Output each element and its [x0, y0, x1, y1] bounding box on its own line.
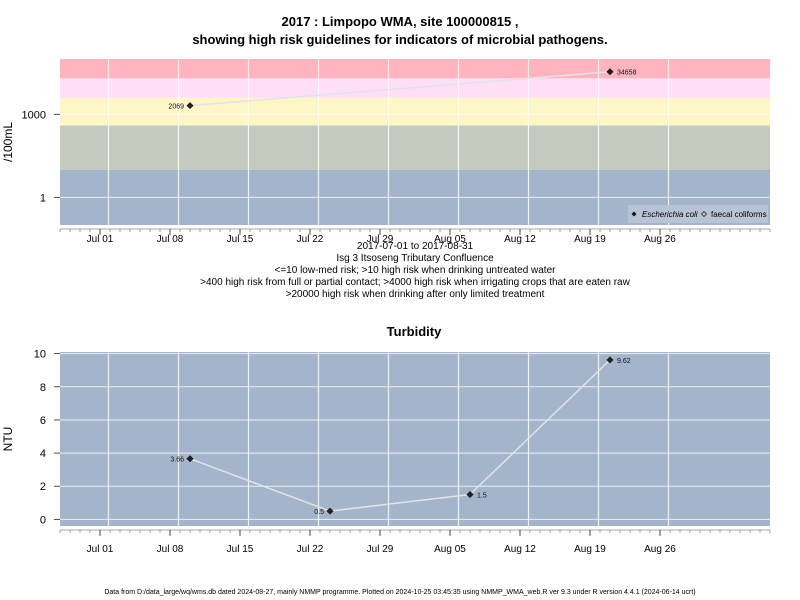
chart-title-line-2: showing high risk guidelines for indicat… — [192, 32, 608, 47]
legend-label-faecal-coliforms: faecal coliforms — [711, 210, 767, 219]
series-line — [189, 70, 611, 107]
x-tick-label: Aug 12 — [504, 544, 536, 555]
x-tick-label: Jul 01 — [87, 544, 114, 555]
x-tick-label: Aug 26 — [644, 234, 676, 245]
series-line — [189, 359, 611, 512]
x-tick-label: Aug 26 — [644, 544, 676, 555]
x-tick-label: Jul 08 — [157, 544, 184, 555]
caption-guideline-drinking: <=10 low-med risk; >10 high risk when dr… — [274, 265, 556, 276]
x-tick-label: Jul 29 — [367, 234, 394, 245]
x-tick-label: Jul 15 — [227, 544, 254, 555]
x-tick-label: Jul 22 — [297, 234, 324, 245]
y-tick-label: 8 — [40, 382, 46, 394]
data-point — [466, 490, 474, 499]
x-tick-label: Jul 29 — [367, 544, 394, 555]
y-tick-label: 0 — [40, 514, 46, 526]
y-tick-label: 1 — [40, 192, 46, 204]
ecoli-chart: Jul 01 Jul 08 Jul 15 Jul 22 Jul 29 Aug 05 Aug … — [1, 59, 771, 245]
x-tick-label: Aug 05 — [434, 234, 466, 245]
plot-background — [60, 352, 770, 526]
x-tick-label: Jul 01 — [87, 234, 114, 245]
y-tick-label: 2 — [40, 481, 46, 493]
chart-title-line-1: 2017 : Limpopo WMA, site 100000815 , — [281, 14, 519, 29]
caption-date-range: 2017-07-01 to 2017-08-31 — [356, 241, 474, 252]
x-tick-label: Aug 19 — [574, 234, 606, 245]
legend-box — [628, 205, 768, 223]
y-tick-label: 1000 — [22, 109, 46, 121]
x-tick-label: Jul 22 — [297, 544, 324, 555]
x-tick-label: Aug 19 — [574, 544, 606, 555]
y-axis-label: /100mL — [1, 122, 15, 162]
data-label: 2069 — [168, 104, 184, 111]
legend-marker-ecoli — [631, 211, 637, 217]
legend-marker-faecal-coliforms — [701, 211, 707, 217]
data-point — [326, 507, 334, 515]
y-tick-label: 10 — [34, 349, 46, 361]
caption-guideline-treatment: >20000 high risk when drinking after onl… — [285, 289, 545, 300]
caption-site-name: Isg 3 Itsoseng Tributary Confluence — [336, 253, 494, 264]
y-tick-label: 6 — [40, 415, 46, 427]
legend-label-ecoli: Escherichia coli — [642, 210, 698, 219]
footer-provenance: Data from D:/data_large/wq/wms.db dated … — [104, 589, 696, 596]
x-tick-label: Jul 08 — [157, 234, 184, 245]
data-point — [186, 102, 194, 110]
data-point — [606, 68, 614, 76]
data-label: 0.5 — [314, 509, 324, 516]
x-tick-label: Jul 15 — [227, 234, 254, 245]
data-label: 3.66 — [170, 457, 184, 464]
panel-title: Turbidity — [387, 324, 442, 339]
y-tick-label: 4 — [40, 448, 46, 460]
data-label: 9.62 — [617, 358, 631, 365]
data-label: 1.5 — [477, 493, 487, 500]
x-tick-label: Aug 05 — [434, 544, 466, 555]
data-label: 34658 — [617, 70, 637, 77]
caption-guideline-contact: >400 high risk from full or partial cont… — [200, 277, 630, 288]
data-point — [186, 455, 194, 463]
y-axis-label: NTU — [1, 427, 15, 452]
data-point — [606, 356, 614, 364]
x-tick-label: Aug 12 — [504, 234, 536, 245]
